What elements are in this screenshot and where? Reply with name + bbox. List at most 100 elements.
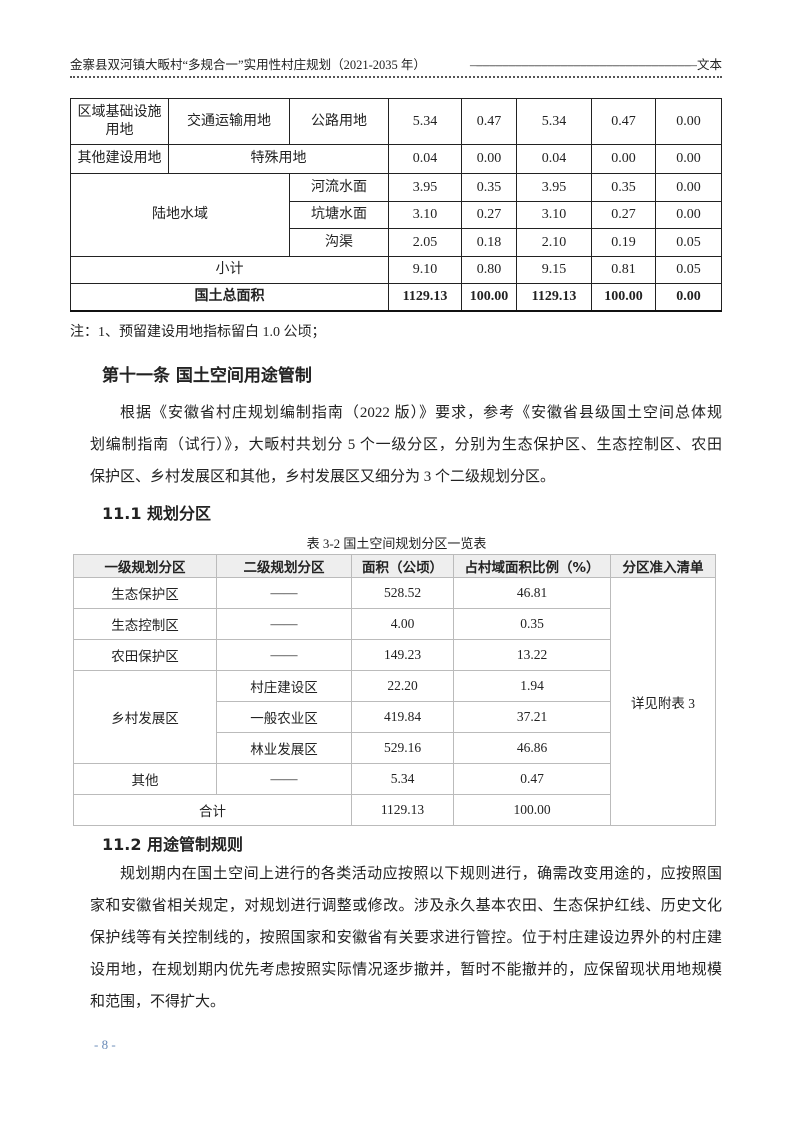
cell: 区域基础设施用地 (70, 98, 169, 145)
cell: 3.95 (516, 173, 592, 202)
table-row: 一般农业区 419.84 37.21 (74, 701, 716, 733)
cell: 100.00 (461, 283, 517, 312)
table-row: 林业发展区 529.16 46.86 (74, 732, 716, 764)
column-header: 分区准入清单 (610, 554, 716, 578)
cell: 0.00 (655, 283, 722, 312)
cell: 0.35 (453, 608, 611, 640)
cell: 1129.13 (388, 283, 462, 312)
cell: 陆地水域 (70, 173, 290, 257)
cell: 9.15 (516, 256, 592, 284)
cell: 0.00 (655, 201, 722, 229)
text-line: 保护线等有关控制线的，按照国家和安徽省有关要求进行管控。位于村庄建设边界外的村庄… (90, 930, 722, 946)
cell: 149.23 (351, 639, 454, 671)
text-line: 划编制指南（试行）》，大畈村共划分 5 个一级分区，分别为生态保护区、生态控制区… (90, 437, 722, 453)
cell: 交通运输用地 (168, 98, 290, 145)
table-row: 农田保护区 —— 149.23 13.22 (73, 639, 716, 671)
cell: 1.94 (453, 670, 611, 702)
cell: 0.04 (516, 144, 592, 174)
cell: 419.84 (351, 701, 454, 733)
cell: 0.27 (591, 201, 656, 229)
table-row: 其他 —— 5.34 0.47 (73, 763, 716, 795)
cell: 1129.13 (516, 283, 592, 312)
table-header: 一级规划分区 二级规划分区 面积（公顷） 占村域面积比例（%） 分区准入清单 (73, 554, 716, 578)
table-row: 陆地水域 河流水面 3.95 0.35 3.95 0.35 0.00 (70, 173, 722, 257)
table-row: 小计 9.10 0.80 9.15 0.81 0.05 (70, 256, 722, 284)
table-row: 区域基础设施用地 交通运输用地 公路用地 5.34 0.47 5.34 0.47 0.00 (70, 98, 722, 145)
table-row: 乡村发展区 村庄建设区 22.20 1.94 (73, 670, 716, 764)
cell: 其他建设用地 (70, 144, 169, 174)
cell: 46.81 (453, 577, 611, 609)
text-line: 设用地，在规划期内优先考虑按照实际情况逐步撤并，暂时不能撤并的，应保留现状用地规… (90, 962, 722, 978)
cell: 林业发展区 (216, 732, 352, 764)
cell: 乡村发展区 (73, 670, 217, 764)
table-caption: 表 3-2 国土空间规划分区一览表 (306, 536, 487, 551)
cell: 5.34 (516, 98, 592, 145)
column-header: 面积（公顷） (351, 554, 454, 578)
cell: 0.80 (461, 256, 517, 284)
cell: 0.00 (655, 173, 722, 202)
cell: 0.00 (655, 144, 722, 174)
cell: 2.05 (388, 228, 462, 257)
cell: 0.00 (591, 144, 656, 174)
cell: 528.52 (351, 577, 454, 609)
cell: 3.10 (388, 201, 462, 229)
cell: 3.10 (516, 201, 592, 229)
cell: 一般农业区 (216, 701, 352, 733)
cell: 特殊用地 (168, 144, 389, 174)
cell: 9.10 (388, 256, 462, 284)
cell: 5.34 (388, 98, 462, 145)
cell: 0.47 (591, 98, 656, 145)
table-row: 生态控制区 —— 4.00 0.35 (73, 608, 716, 640)
cell: 0.00 (461, 144, 517, 174)
cell: 22.20 (351, 670, 454, 702)
cell: 0.35 (591, 173, 656, 202)
table-row: 其他建设用地 特殊用地 0.04 0.00 0.04 0.00 0.00 (70, 144, 722, 174)
cell: 沟渠 (289, 228, 389, 257)
column-header: 占村域面积比例（%） (453, 554, 611, 578)
column-header: 一级规划分区 (73, 554, 217, 578)
header-title: 金寨县双河镇大畈村“多规合一”实用性村庄规划（2021-2035 年） (70, 58, 426, 72)
table-total-row: 合计 1129.13 100.00 (73, 794, 716, 826)
cell: 46.86 (453, 732, 611, 764)
cell: 2.10 (516, 228, 592, 257)
text-line: 保护区、乡村发展区和其他，乡村发展区又细分为 3 个二级规划分区。 (90, 469, 556, 485)
cell: —— (216, 608, 352, 640)
table-row: 坑塘水面 3.10 0.27 3.10 0.27 0.00 (71, 201, 722, 229)
subsection-title: 11.1 规划分区 (102, 504, 212, 523)
rules-paragraph: 规划期内在国土空间上进行的各类活动应按照以下规则进行，确需改变用途的，应按照国 … (90, 858, 722, 1018)
cell: 河流水面 (289, 173, 389, 202)
table-row: 沟渠 2.05 0.18 2.10 0.19 0.05 (71, 228, 722, 257)
cell: 5.34 (351, 763, 454, 795)
cell: —— (216, 763, 352, 795)
cell: 0.00 (655, 98, 722, 145)
cell: 37.21 (453, 701, 611, 733)
header-dashes: —————————————————————————————————— (469, 58, 697, 72)
cell: 详见附表 3 (610, 577, 716, 826)
cell: 0.27 (461, 201, 517, 229)
intro-paragraph: 根据《安徽省村庄规划编制指南（2022 版）》要求，参考《安徽省县级国土空间总体… (90, 397, 722, 493)
cell: 0.19 (591, 228, 656, 257)
cell: 村庄建设区 (216, 670, 352, 702)
cell: —— (216, 639, 352, 671)
cell: 0.81 (591, 256, 656, 284)
cell: —— (216, 577, 352, 609)
cell: 合计 (73, 794, 352, 826)
cell: 13.22 (453, 639, 611, 671)
land-use-table: 区域基础设施用地 交通运输用地 公路用地 5.34 0.47 5.34 0.47 0.00 其… (70, 98, 722, 312)
table-row: 国土总面积 1129.13 100.00 1129.13 100.00 0.00 (70, 283, 722, 312)
column-header: 二级规划分区 (216, 554, 352, 578)
cell: 0.47 (453, 763, 611, 795)
text-line: 和范围，不得扩大。 (90, 994, 226, 1010)
cell: 小计 (70, 256, 389, 284)
cell: 其他 (73, 763, 217, 795)
cell: 公路用地 (289, 98, 389, 145)
header-right: 文本 (696, 58, 722, 72)
table-note: 注：1、预留建设用地指标留白 1.0 公顷； (70, 325, 326, 340)
table-row: 生态保护区 —— 528.52 46.81 详见附表 3 (73, 577, 716, 826)
subsection-title: 11.2 用途管制规则 (102, 835, 244, 854)
text-line: 家和安徽省相关规定，对规划进行调整或修改。涉及永久基本农田、生态保护红线、历史文… (90, 898, 722, 914)
text-line: 规划期内在国土空间上进行的各类活动应按照以下规则进行，确需改变用途的，应按照国 (120, 866, 722, 882)
cell: 国土总面积 (70, 283, 389, 312)
cell: 100.00 (453, 794, 611, 826)
cell: 1129.13 (351, 794, 454, 826)
